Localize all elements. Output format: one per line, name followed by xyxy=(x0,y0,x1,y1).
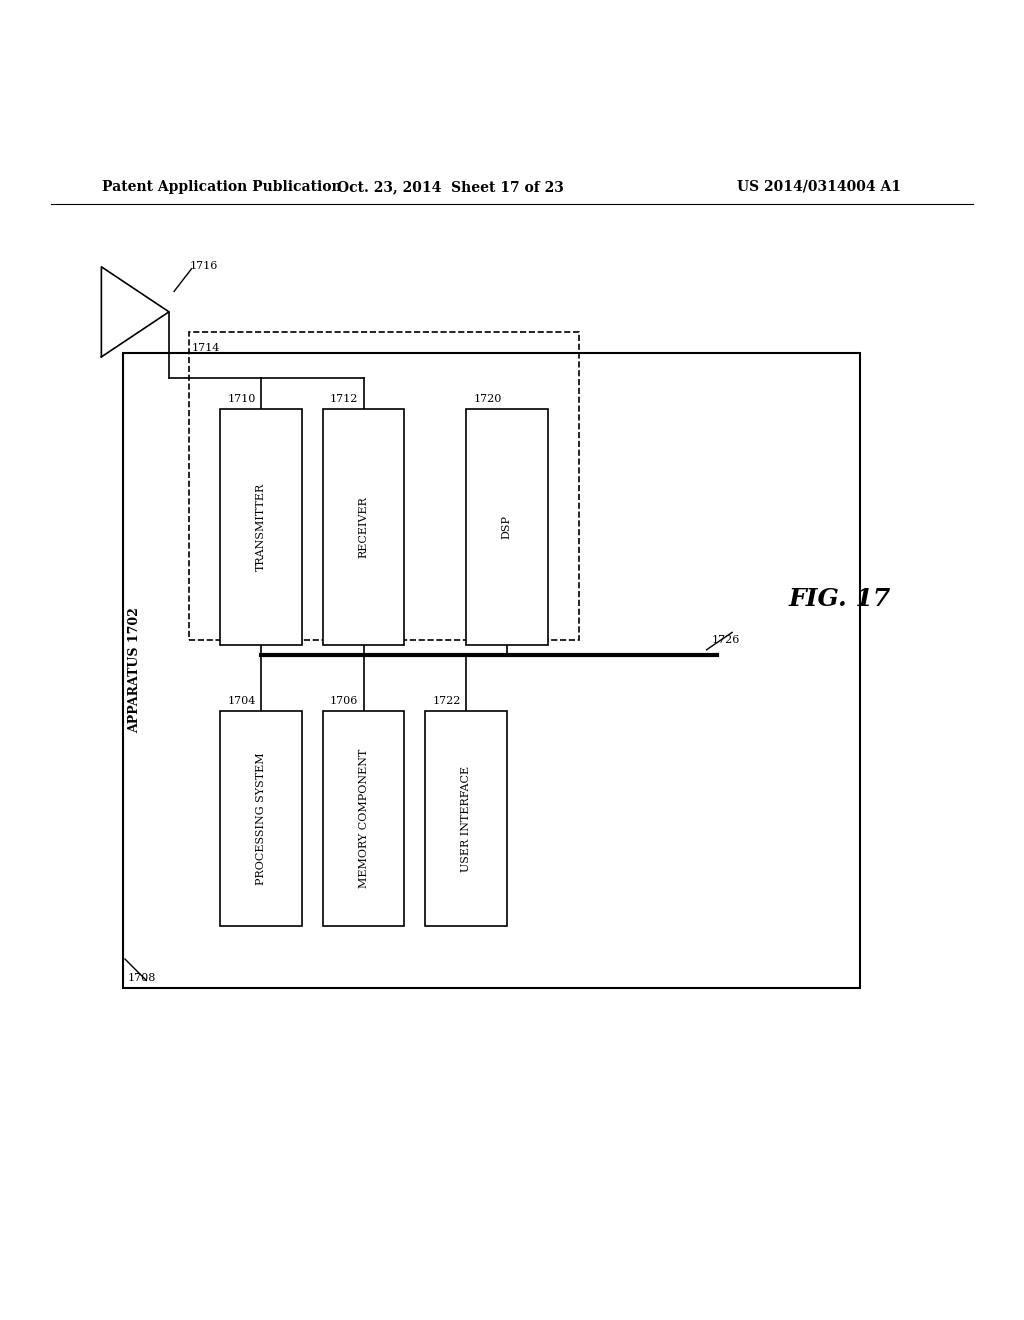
Text: 1710: 1710 xyxy=(227,393,256,404)
Text: PROCESSING SYSTEM: PROCESSING SYSTEM xyxy=(256,752,266,884)
FancyBboxPatch shape xyxy=(220,711,302,927)
Text: RECEIVER: RECEIVER xyxy=(358,496,369,558)
Text: 1722: 1722 xyxy=(432,696,461,706)
Text: 1708: 1708 xyxy=(128,973,157,982)
Text: MEMORY COMPONENT: MEMORY COMPONENT xyxy=(358,748,369,888)
Text: DSP: DSP xyxy=(502,515,512,539)
Text: 1706: 1706 xyxy=(330,696,358,706)
Text: APPARATUS 1702: APPARATUS 1702 xyxy=(128,607,141,733)
Text: FIG. 17: FIG. 17 xyxy=(788,586,891,611)
FancyBboxPatch shape xyxy=(466,409,548,644)
FancyBboxPatch shape xyxy=(220,409,302,644)
Text: 1704: 1704 xyxy=(227,696,256,706)
Text: Oct. 23, 2014  Sheet 17 of 23: Oct. 23, 2014 Sheet 17 of 23 xyxy=(337,180,564,194)
Text: Patent Application Publication: Patent Application Publication xyxy=(102,180,342,194)
Text: 1716: 1716 xyxy=(189,261,218,271)
Text: USER INTERFACE: USER INTERFACE xyxy=(461,766,471,871)
FancyBboxPatch shape xyxy=(425,711,507,927)
Text: 1714: 1714 xyxy=(191,343,220,352)
Text: 1720: 1720 xyxy=(473,393,502,404)
FancyBboxPatch shape xyxy=(123,352,860,987)
Text: 1712: 1712 xyxy=(330,393,358,404)
FancyBboxPatch shape xyxy=(323,711,404,927)
FancyBboxPatch shape xyxy=(323,409,404,644)
Text: 1726: 1726 xyxy=(712,635,740,644)
Text: TRANSMITTER: TRANSMITTER xyxy=(256,483,266,572)
Text: US 2014/0314004 A1: US 2014/0314004 A1 xyxy=(737,180,901,194)
